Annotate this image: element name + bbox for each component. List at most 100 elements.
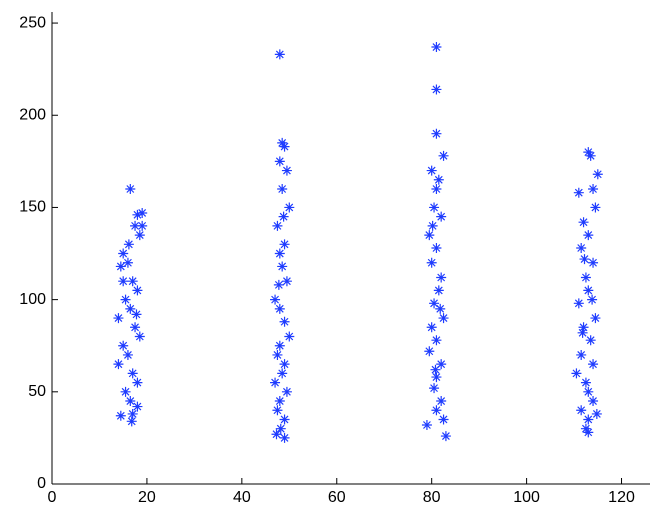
- point: [281, 165, 292, 176]
- point: [431, 42, 442, 53]
- point: [123, 239, 134, 250]
- point: [576, 349, 587, 360]
- point: [431, 184, 442, 194]
- point: [274, 156, 285, 167]
- point: [277, 184, 288, 194]
- point: [115, 261, 126, 272]
- point: [431, 243, 442, 253]
- point: [122, 257, 133, 268]
- point: [132, 209, 143, 220]
- point: [576, 243, 587, 253]
- point: [583, 285, 594, 296]
- point: [281, 386, 292, 397]
- point: [427, 220, 438, 231]
- point: [433, 285, 444, 296]
- point: [284, 202, 295, 213]
- point: [113, 313, 124, 324]
- point: [580, 423, 591, 434]
- point: [281, 276, 292, 287]
- point: [431, 335, 442, 346]
- point: [120, 386, 131, 397]
- point: [590, 202, 601, 213]
- point: [122, 349, 133, 360]
- point: [571, 368, 582, 379]
- point: [125, 303, 136, 314]
- y-tick-label: 50: [28, 383, 46, 400]
- point: [132, 401, 143, 412]
- point: [590, 313, 601, 324]
- point: [573, 298, 584, 309]
- point: [277, 261, 288, 272]
- point: [588, 359, 599, 370]
- point: [426, 165, 437, 176]
- point: [120, 294, 131, 305]
- point: [583, 147, 594, 158]
- point: [583, 230, 594, 241]
- point: [118, 276, 129, 287]
- point: [134, 230, 145, 241]
- point: [279, 432, 290, 443]
- point: [435, 303, 446, 314]
- point: [113, 359, 124, 370]
- point: [431, 372, 442, 383]
- point: [125, 396, 136, 407]
- point: [585, 150, 596, 161]
- point: [580, 377, 591, 388]
- point: [438, 150, 449, 161]
- x-tick-label: 60: [328, 489, 346, 506]
- point: [270, 377, 281, 388]
- y-tick-label: 0: [37, 475, 46, 492]
- x-tick-label: 40: [233, 489, 251, 506]
- point: [272, 220, 283, 231]
- point: [279, 141, 290, 152]
- point: [278, 211, 289, 222]
- x-tick-label: 0: [48, 489, 57, 506]
- point: [134, 331, 145, 342]
- point: [130, 220, 141, 231]
- point: [130, 322, 141, 333]
- point: [438, 414, 449, 425]
- point: [421, 420, 432, 430]
- y-tick-label: 200: [19, 106, 46, 123]
- point: [583, 427, 594, 438]
- point: [272, 349, 283, 360]
- point: [587, 294, 598, 305]
- point: [126, 416, 137, 427]
- point: [438, 313, 449, 324]
- point: [279, 239, 290, 250]
- point: [592, 169, 603, 180]
- point: [579, 254, 590, 265]
- point: [576, 405, 587, 416]
- point: [132, 377, 143, 388]
- point: [277, 137, 288, 148]
- point: [430, 364, 441, 375]
- point: [429, 298, 440, 309]
- x-tick-label: 80: [423, 489, 441, 506]
- point: [424, 346, 435, 357]
- point: [433, 174, 444, 185]
- point: [279, 316, 290, 327]
- point: [127, 276, 138, 287]
- point: [272, 405, 283, 416]
- point: [137, 207, 148, 218]
- y-tick-label: 250: [19, 14, 46, 31]
- point: [275, 423, 286, 434]
- point: [583, 414, 594, 425]
- point: [431, 405, 442, 416]
- point: [277, 368, 288, 379]
- x-tick-label: 120: [608, 489, 635, 506]
- point: [573, 187, 584, 198]
- point: [591, 408, 602, 419]
- point: [274, 340, 285, 351]
- point: [131, 309, 142, 320]
- point: [137, 220, 148, 231]
- point: [127, 368, 138, 379]
- point: [429, 202, 440, 213]
- point: [583, 386, 594, 397]
- point: [125, 184, 136, 194]
- point: [436, 359, 447, 370]
- point: [424, 230, 435, 241]
- point: [588, 257, 599, 268]
